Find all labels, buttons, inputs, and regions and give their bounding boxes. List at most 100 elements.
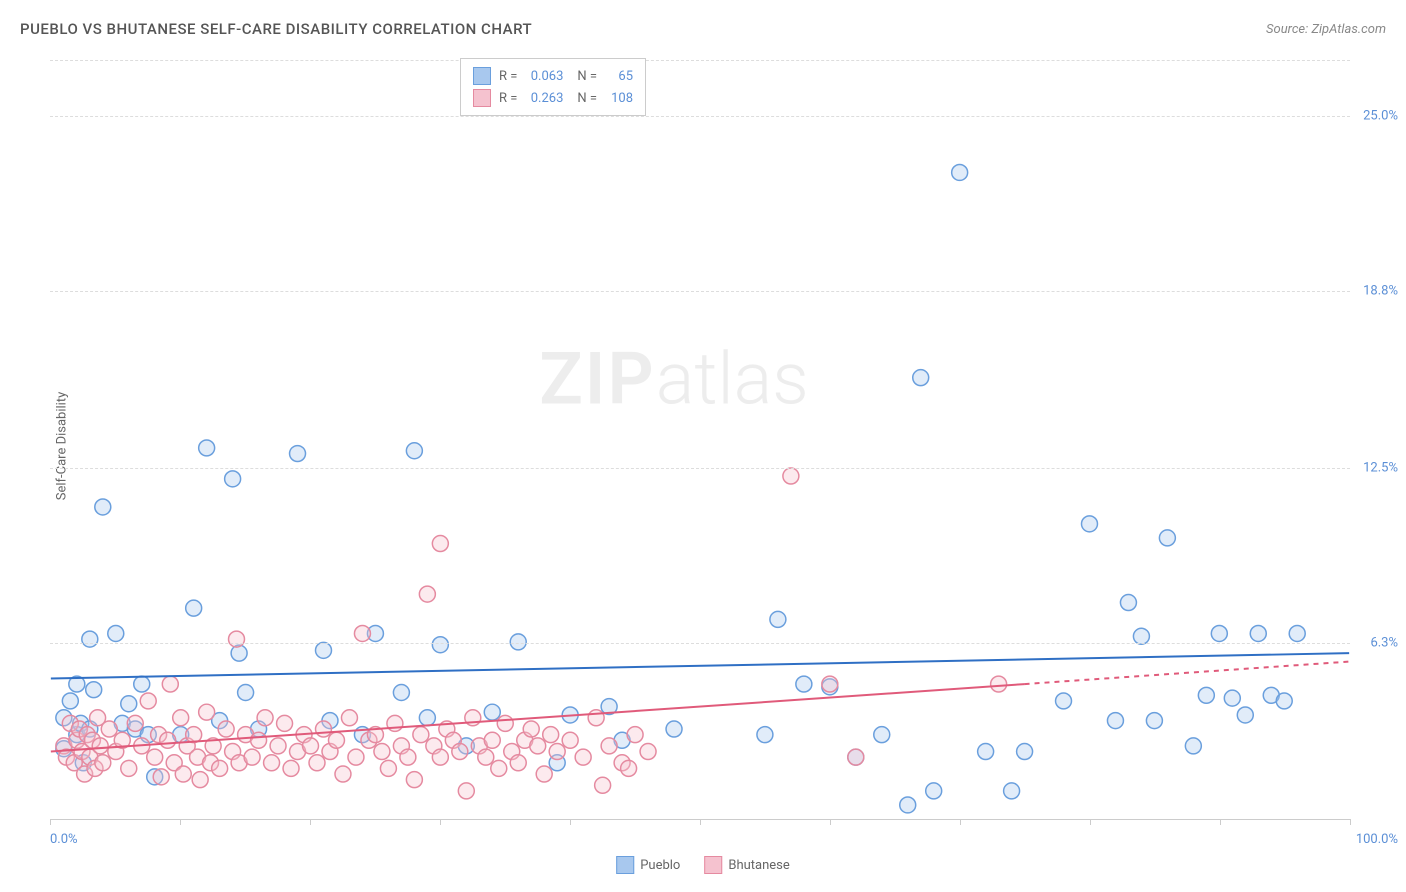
data-point <box>484 704 500 720</box>
data-point <box>127 715 143 731</box>
data-point <box>757 727 773 743</box>
data-point <box>212 760 228 776</box>
xtick <box>50 819 51 825</box>
data-point <box>400 749 416 765</box>
data-point <box>153 769 169 785</box>
data-point <box>290 446 306 462</box>
data-point <box>1224 690 1240 706</box>
data-point <box>484 732 500 748</box>
gridline <box>50 468 1350 469</box>
data-point <box>199 704 215 720</box>
data-point <box>270 738 286 754</box>
data-point <box>640 744 656 760</box>
legend-row: R = 0.263 N = 108 <box>473 87 633 109</box>
data-point <box>432 749 448 765</box>
data-point <box>491 760 507 776</box>
data-point <box>1250 625 1266 641</box>
data-point <box>621 760 637 776</box>
scatter-svg <box>50 60 1350 819</box>
data-point <box>393 685 409 701</box>
xtick <box>180 819 181 825</box>
data-point <box>991 676 1007 692</box>
data-point <box>160 732 176 748</box>
data-point <box>1159 530 1175 546</box>
data-point <box>1107 713 1123 729</box>
data-point <box>101 721 117 737</box>
data-point <box>309 755 325 771</box>
legend-swatch <box>704 856 722 874</box>
data-point <box>192 772 208 788</box>
data-point <box>978 744 994 760</box>
legend-r-value: 0.263 <box>521 91 563 106</box>
data-point <box>419 586 435 602</box>
data-point <box>121 760 137 776</box>
data-point <box>1185 738 1201 754</box>
data-point <box>1198 687 1214 703</box>
data-point <box>627 727 643 743</box>
xtick <box>830 819 831 825</box>
ytick-label: 12.5% <box>1363 461 1398 476</box>
data-point <box>1146 713 1162 729</box>
gridline <box>50 291 1350 292</box>
data-point <box>175 766 191 782</box>
data-point <box>225 471 241 487</box>
ytick-label: 25.0% <box>1363 109 1398 124</box>
data-point <box>134 676 150 692</box>
data-point <box>62 693 78 709</box>
legend-n-prefix: N = <box>577 91 597 106</box>
data-point <box>1237 707 1253 723</box>
data-point <box>231 645 247 661</box>
data-point <box>595 777 611 793</box>
xtick <box>310 819 311 825</box>
data-point <box>121 696 137 712</box>
bottom-legend-label: Pueblo <box>640 858 680 873</box>
legend-r-prefix: R = <box>499 91 517 106</box>
data-point <box>238 685 254 701</box>
data-point <box>530 738 546 754</box>
data-point <box>458 783 474 799</box>
data-point <box>354 625 370 641</box>
legend-row: R =0.063N =65 <box>473 65 633 87</box>
data-point <box>575 749 591 765</box>
legend-text: R =0.063N =65 <box>499 69 633 84</box>
legend-n-prefix: N = <box>577 69 597 84</box>
legend-n-value: 65 <box>601 69 633 84</box>
data-point <box>86 682 102 698</box>
data-point <box>229 631 245 647</box>
data-point <box>666 721 682 737</box>
xmin-label: 0.0% <box>50 832 78 847</box>
data-point <box>1211 625 1227 641</box>
data-point <box>549 744 565 760</box>
data-point <box>199 440 215 456</box>
data-point <box>283 760 299 776</box>
xtick <box>1350 819 1351 825</box>
gridline <box>50 60 1350 61</box>
data-point <box>1276 693 1292 709</box>
data-point <box>257 710 273 726</box>
legend-r-prefix: R = <box>499 69 517 84</box>
xtick <box>1220 819 1221 825</box>
data-point <box>173 710 189 726</box>
ytick-label: 18.8% <box>1363 283 1398 298</box>
data-point <box>95 499 111 515</box>
legend-n-value: 108 <box>601 91 633 106</box>
chart-title: PUEBLO VS BHUTANESE SELF-CARE DISABILITY… <box>20 20 532 38</box>
data-point <box>303 738 319 754</box>
bottom-legend-item: Pueblo <box>616 856 680 874</box>
data-point <box>147 749 163 765</box>
data-point <box>588 710 604 726</box>
data-point <box>770 611 786 627</box>
data-point <box>1289 625 1305 641</box>
ytick-label: 6.3% <box>1370 635 1398 650</box>
legend-swatch <box>616 856 634 874</box>
data-point <box>316 642 332 658</box>
data-point <box>316 721 332 737</box>
data-point <box>452 744 468 760</box>
legend-text: R = 0.263 N = 108 <box>499 91 633 106</box>
legend-swatch <box>473 67 491 85</box>
xmax-label: 100.0% <box>1356 832 1398 847</box>
data-point <box>432 536 448 552</box>
data-point <box>82 631 98 647</box>
data-point <box>1004 783 1020 799</box>
data-point <box>1056 693 1072 709</box>
